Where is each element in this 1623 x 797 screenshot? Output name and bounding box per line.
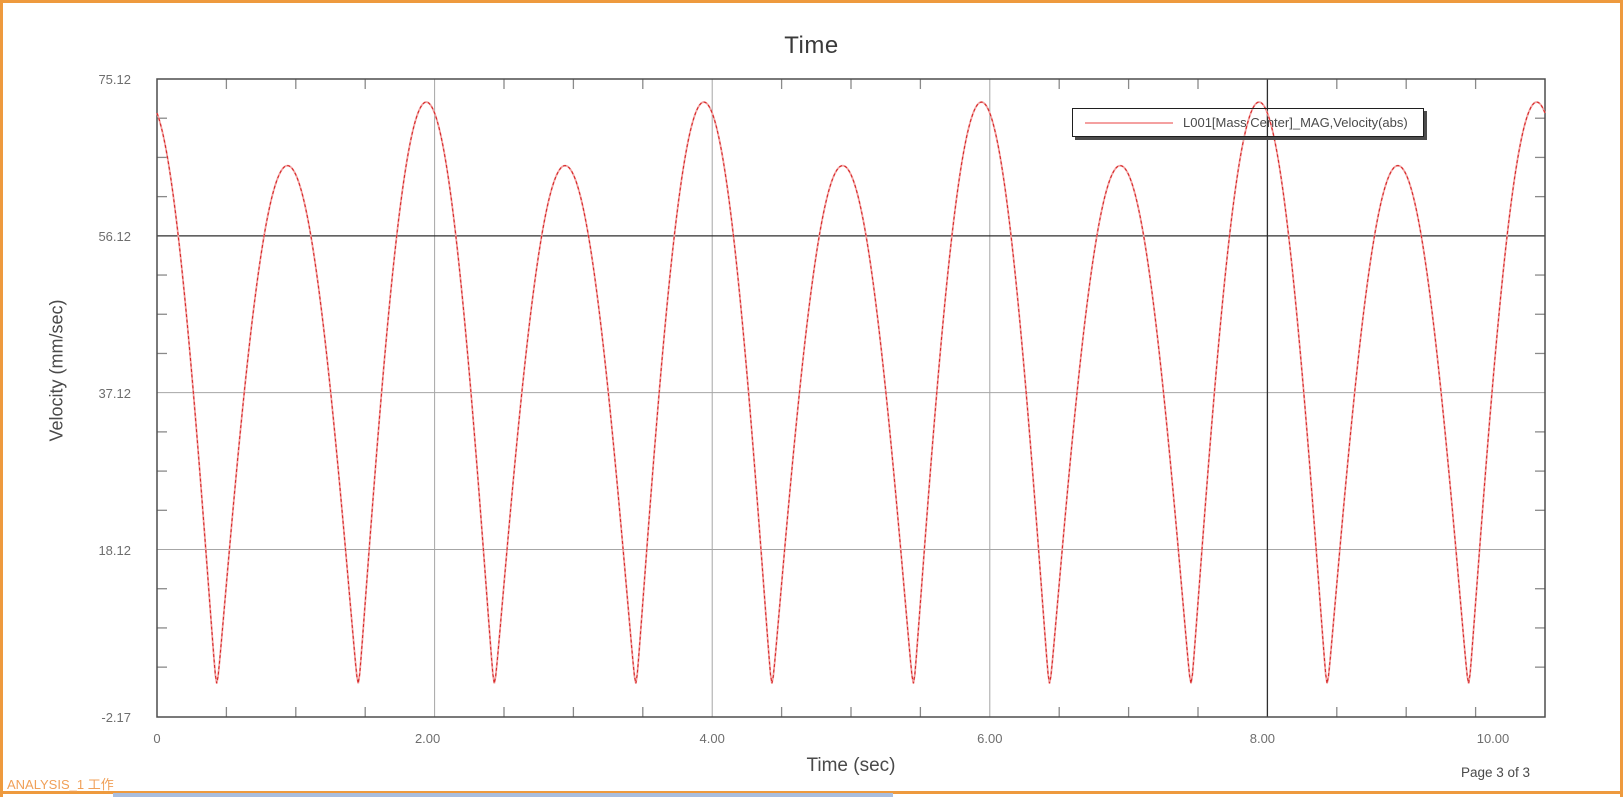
y-axis-title: Velocity (mm/sec) — [0, 260, 122, 480]
window-border-top — [0, 0, 1623, 3]
y-axis-title-text: Velocity (mm/sec) — [46, 298, 67, 442]
velocity-curve[interactable] — [156, 101, 1546, 684]
x-tick-label: 10.00 — [1476, 731, 1510, 746]
bottom-edge-bar — [113, 793, 893, 797]
y-tick-label: 37.12 — [98, 385, 131, 401]
window-border-bottom — [0, 791, 1623, 794]
x-tick-label: 8.00 — [1249, 731, 1276, 746]
chart-title: Time — [784, 32, 839, 59]
window-border-left — [0, 0, 3, 797]
plot-area[interactable] — [156, 78, 1546, 718]
y-tick-label: 56.12 — [98, 228, 131, 244]
plot-border — [156, 78, 1546, 718]
y-tick-label: 75.12 — [98, 72, 131, 87]
x-tick-label: 2.00 — [414, 731, 441, 746]
legend-label: L001[Mass Center]_MAG,Velocity(abs) — [1183, 115, 1408, 130]
x-tick-label: 6.00 — [977, 731, 1003, 746]
y-tick-label: 18.12 — [98, 542, 131, 558]
x-axis-title: Time (sec) — [806, 755, 896, 776]
legend-line-sample — [1085, 121, 1173, 124]
window-border-right — [1620, 0, 1623, 797]
x-tick-label: 4.00 — [699, 731, 725, 746]
page-number: Page 3 of 3 — [1460, 765, 1530, 780]
legend[interactable]: L001[Mass Center]_MAG,Velocity(abs) — [1072, 108, 1424, 137]
y-tick-label: -2.17 — [101, 710, 131, 725]
analysis-status-text: ANALYSIS_1 工作 — [7, 777, 114, 792]
x-tick-label: 0 — [153, 731, 161, 746]
